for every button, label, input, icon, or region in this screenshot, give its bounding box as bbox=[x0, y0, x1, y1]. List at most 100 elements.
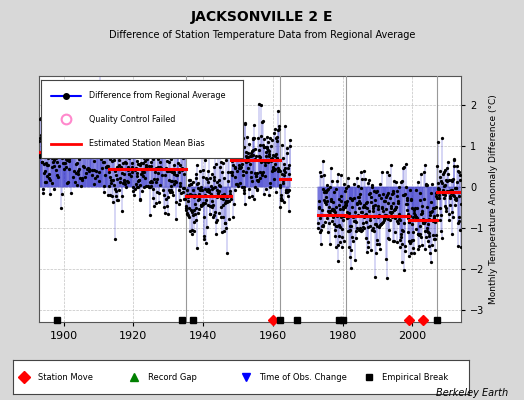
Point bbox=[283, 188, 292, 194]
Point bbox=[328, 178, 336, 184]
Point bbox=[113, 176, 122, 182]
Point bbox=[237, 164, 245, 170]
Point bbox=[451, 195, 460, 201]
Point bbox=[78, 175, 86, 182]
Point bbox=[435, 173, 444, 180]
Point bbox=[358, 227, 367, 233]
Point bbox=[70, 168, 79, 174]
Point bbox=[364, 244, 373, 251]
Point bbox=[394, 200, 402, 207]
Point bbox=[398, 178, 407, 184]
Point bbox=[329, 214, 337, 220]
Point bbox=[138, 167, 146, 173]
Point bbox=[212, 230, 220, 237]
Point bbox=[225, 216, 233, 222]
Point bbox=[132, 165, 140, 171]
Point bbox=[326, 240, 335, 247]
Point bbox=[82, 166, 91, 172]
Point bbox=[201, 192, 209, 198]
Point bbox=[146, 179, 154, 186]
Point bbox=[190, 194, 198, 200]
Point bbox=[169, 124, 177, 131]
Point bbox=[49, 141, 58, 148]
Point bbox=[137, 148, 146, 154]
Point bbox=[228, 162, 237, 169]
Point bbox=[84, 168, 93, 174]
Point bbox=[148, 178, 157, 185]
Point bbox=[285, 171, 293, 177]
Point bbox=[108, 121, 117, 128]
Point bbox=[105, 130, 113, 137]
Point bbox=[279, 176, 288, 183]
Point bbox=[152, 176, 161, 182]
Point bbox=[371, 274, 379, 280]
Point bbox=[363, 204, 371, 211]
Point bbox=[223, 250, 231, 256]
Point bbox=[358, 209, 366, 215]
Point bbox=[125, 143, 134, 149]
Point bbox=[144, 183, 152, 189]
Point bbox=[234, 146, 242, 153]
Point bbox=[333, 171, 342, 178]
Point bbox=[149, 156, 157, 162]
Point bbox=[269, 164, 277, 170]
Point bbox=[83, 131, 92, 138]
Point bbox=[327, 165, 335, 172]
Point bbox=[63, 148, 72, 155]
Point bbox=[106, 148, 114, 154]
Point bbox=[140, 158, 149, 164]
Point bbox=[108, 144, 117, 151]
Point bbox=[380, 212, 389, 218]
Point bbox=[88, 138, 96, 145]
Point bbox=[130, 153, 139, 159]
Point bbox=[407, 250, 415, 256]
Point bbox=[376, 195, 385, 201]
Point bbox=[284, 165, 292, 172]
Point bbox=[221, 220, 229, 226]
Point bbox=[139, 184, 148, 190]
Point bbox=[150, 203, 159, 209]
Point bbox=[85, 141, 94, 148]
Point bbox=[357, 228, 366, 234]
Point bbox=[260, 172, 269, 179]
Point bbox=[61, 146, 70, 153]
Point bbox=[220, 228, 228, 234]
Point bbox=[194, 185, 203, 191]
Point bbox=[442, 177, 450, 183]
Point bbox=[338, 244, 346, 250]
Point bbox=[334, 242, 342, 249]
Point bbox=[361, 212, 369, 219]
Point bbox=[169, 166, 178, 172]
Point bbox=[348, 196, 356, 203]
Point bbox=[319, 222, 328, 228]
Point bbox=[172, 198, 181, 205]
Point bbox=[53, 174, 62, 180]
Point bbox=[274, 127, 282, 133]
Point bbox=[314, 220, 323, 226]
Point bbox=[368, 226, 376, 233]
Point bbox=[372, 188, 380, 195]
Point bbox=[210, 164, 219, 170]
Point bbox=[128, 164, 136, 171]
Point bbox=[59, 117, 67, 124]
Point bbox=[454, 168, 463, 175]
Point bbox=[188, 192, 196, 198]
Point bbox=[422, 228, 431, 234]
Point bbox=[410, 207, 419, 213]
Point bbox=[107, 158, 116, 164]
Point bbox=[114, 136, 122, 142]
Point bbox=[394, 219, 402, 226]
Point bbox=[111, 186, 119, 192]
Point bbox=[432, 212, 441, 218]
Point bbox=[351, 256, 359, 263]
Point bbox=[138, 188, 147, 194]
Point bbox=[38, 158, 47, 165]
Point bbox=[322, 186, 331, 193]
Point bbox=[60, 142, 69, 148]
Point bbox=[101, 147, 109, 154]
Point bbox=[334, 202, 343, 208]
Point bbox=[42, 179, 50, 186]
Point bbox=[433, 185, 442, 192]
Point bbox=[224, 178, 232, 184]
Point bbox=[188, 209, 196, 215]
